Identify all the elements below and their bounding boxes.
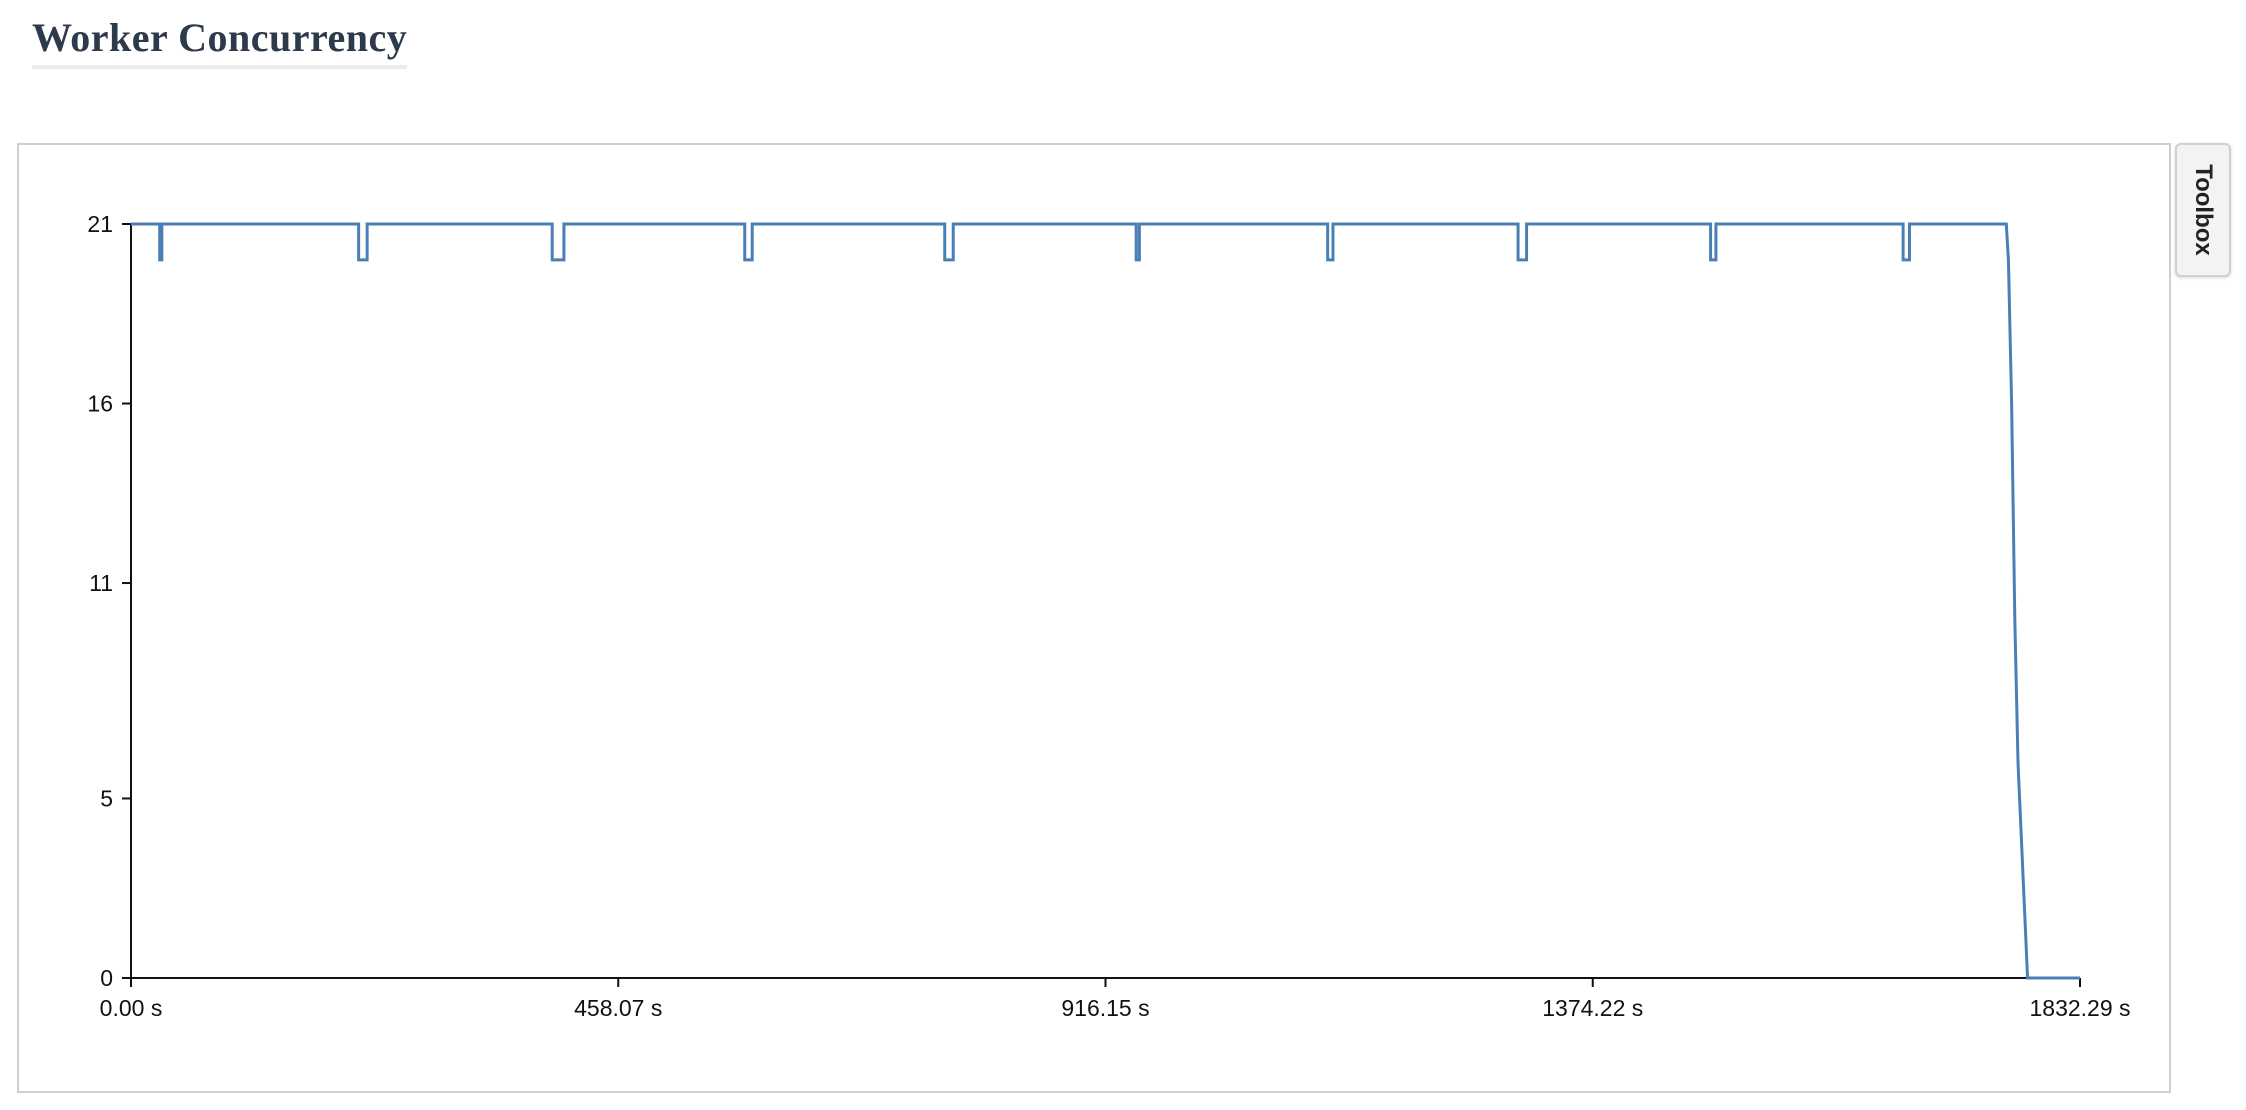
y-tick-label: 21	[87, 211, 113, 237]
x-tick-label: 1832.29 s	[2029, 995, 2130, 1021]
y-tick-label: 5	[100, 785, 113, 811]
y-tick-label: 11	[89, 570, 113, 596]
x-tick-label: 916.15 s	[1061, 995, 1149, 1021]
toolbox-tab[interactable]: Toolbox	[2175, 143, 2231, 277]
page-title: Worker Concurrency	[32, 14, 408, 69]
series-layer	[131, 222, 2080, 980]
x-tick-label: 0.00 s	[100, 995, 163, 1021]
axes: 0 5 11 16 21 0.00 s 458.07 s 916.15 s 1374.22 s 1…	[87, 211, 2130, 1021]
y-tick-label: 0	[100, 965, 113, 991]
series-line	[131, 222, 2080, 980]
chart-panel	[17, 143, 2171, 1093]
x-tick-label: 458.07 s	[574, 995, 662, 1021]
x-tick-label: 1374.22 s	[1542, 995, 1643, 1021]
toolbox-label: Toolbox	[2190, 164, 2217, 256]
y-tick-label: 16	[87, 391, 113, 417]
